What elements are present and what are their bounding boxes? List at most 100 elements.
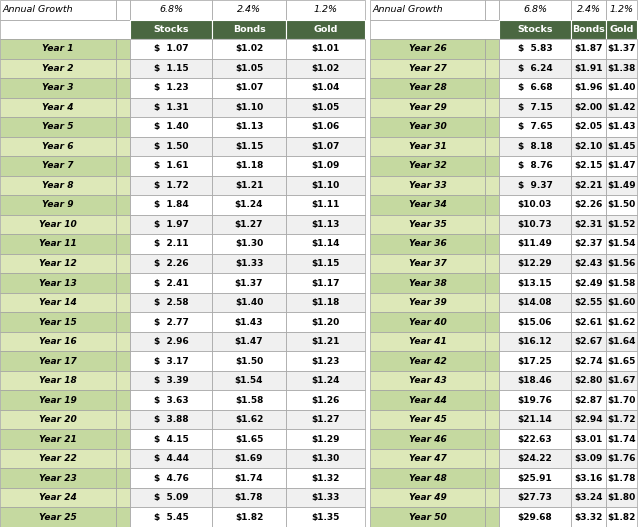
Bar bbox=[212, 136, 286, 156]
Text: $1.10: $1.10 bbox=[312, 181, 340, 190]
Bar bbox=[130, 352, 212, 371]
Text: $1.50: $1.50 bbox=[607, 200, 636, 209]
Text: $1.15: $1.15 bbox=[235, 142, 263, 151]
Bar bbox=[116, 39, 130, 58]
Bar bbox=[571, 332, 606, 352]
Text: Year 16: Year 16 bbox=[39, 337, 77, 346]
Text: $1.58: $1.58 bbox=[235, 396, 263, 405]
Bar bbox=[606, 391, 637, 410]
Bar bbox=[499, 253, 571, 274]
Text: $1.65: $1.65 bbox=[607, 357, 636, 366]
Bar bbox=[370, 195, 485, 214]
Bar bbox=[116, 508, 130, 527]
Text: $  8.18: $ 8.18 bbox=[518, 142, 552, 151]
Bar bbox=[499, 156, 571, 175]
Text: Year 39: Year 39 bbox=[408, 298, 446, 307]
Bar bbox=[606, 293, 637, 313]
Text: $1.54: $1.54 bbox=[235, 376, 263, 385]
Bar bbox=[212, 371, 286, 391]
Bar bbox=[130, 313, 212, 332]
Bar bbox=[212, 488, 286, 508]
Bar bbox=[606, 449, 637, 469]
Bar bbox=[0, 117, 116, 136]
Bar bbox=[499, 0, 571, 19]
Bar bbox=[606, 469, 637, 488]
Text: $1.62: $1.62 bbox=[607, 318, 636, 327]
Bar bbox=[606, 234, 637, 253]
Text: $1.23: $1.23 bbox=[311, 357, 340, 366]
Bar bbox=[212, 332, 286, 352]
Text: $1.35: $1.35 bbox=[311, 513, 340, 522]
Text: Gold: Gold bbox=[609, 25, 634, 34]
Bar bbox=[485, 234, 499, 253]
Text: Year 26: Year 26 bbox=[408, 44, 446, 53]
Bar bbox=[212, 352, 286, 371]
Text: $1.18: $1.18 bbox=[311, 298, 340, 307]
Text: $1.49: $1.49 bbox=[607, 181, 636, 190]
Bar bbox=[212, 58, 286, 78]
Bar bbox=[116, 449, 130, 469]
Bar bbox=[571, 136, 606, 156]
Bar bbox=[130, 195, 212, 214]
Text: $2.87: $2.87 bbox=[574, 396, 603, 405]
Bar bbox=[116, 214, 130, 234]
Bar bbox=[116, 97, 130, 117]
Text: $1.20: $1.20 bbox=[312, 318, 340, 327]
Text: $1.02: $1.02 bbox=[235, 44, 263, 53]
Bar bbox=[116, 391, 130, 410]
Text: $  1.31: $ 1.31 bbox=[154, 103, 188, 112]
Bar bbox=[499, 469, 571, 488]
Text: Year 20: Year 20 bbox=[39, 415, 77, 424]
Bar bbox=[286, 449, 365, 469]
Bar bbox=[116, 410, 130, 430]
Text: $  5.83: $ 5.83 bbox=[518, 44, 552, 53]
Text: $2.61: $2.61 bbox=[574, 318, 603, 327]
Bar bbox=[571, 19, 606, 39]
Text: $1.13: $1.13 bbox=[311, 220, 340, 229]
Bar bbox=[286, 274, 365, 293]
Text: Year 14: Year 14 bbox=[39, 298, 77, 307]
Bar bbox=[499, 488, 571, 508]
Text: $1.33: $1.33 bbox=[235, 259, 263, 268]
Text: $1.09: $1.09 bbox=[311, 161, 340, 170]
Text: $1.18: $1.18 bbox=[235, 161, 263, 170]
Text: Year 15: Year 15 bbox=[39, 318, 77, 327]
Bar bbox=[370, 352, 485, 371]
Text: $1.37: $1.37 bbox=[235, 278, 263, 288]
Bar bbox=[286, 214, 365, 234]
Bar bbox=[571, 78, 606, 97]
Bar bbox=[485, 293, 499, 313]
Bar bbox=[606, 332, 637, 352]
Text: Year 38: Year 38 bbox=[408, 278, 446, 288]
Bar bbox=[499, 195, 571, 214]
Bar bbox=[571, 234, 606, 253]
Text: $1.10: $1.10 bbox=[235, 103, 263, 112]
Bar bbox=[0, 156, 116, 175]
Bar bbox=[485, 136, 499, 156]
Text: $  1.61: $ 1.61 bbox=[154, 161, 188, 170]
Bar bbox=[130, 39, 212, 58]
Bar bbox=[212, 274, 286, 293]
Bar bbox=[571, 293, 606, 313]
Bar bbox=[212, 449, 286, 469]
Text: $  2.41: $ 2.41 bbox=[154, 278, 188, 288]
Text: $  2.96: $ 2.96 bbox=[154, 337, 188, 346]
Text: Year 49: Year 49 bbox=[408, 493, 446, 502]
Bar bbox=[499, 449, 571, 469]
Text: $2.43: $2.43 bbox=[574, 259, 603, 268]
Bar bbox=[499, 234, 571, 253]
Bar bbox=[0, 488, 116, 508]
Text: $1.06: $1.06 bbox=[312, 122, 340, 131]
Text: $  1.50: $ 1.50 bbox=[154, 142, 188, 151]
Bar bbox=[571, 410, 606, 430]
Bar bbox=[499, 39, 571, 58]
Bar bbox=[212, 430, 286, 449]
Text: Bonds: Bonds bbox=[572, 25, 605, 34]
Text: $1.43: $1.43 bbox=[607, 122, 636, 131]
Bar bbox=[370, 488, 485, 508]
Bar bbox=[116, 175, 130, 195]
Text: Year 43: Year 43 bbox=[408, 376, 446, 385]
Bar bbox=[116, 136, 130, 156]
Text: $1.69: $1.69 bbox=[235, 454, 263, 463]
Bar bbox=[286, 175, 365, 195]
